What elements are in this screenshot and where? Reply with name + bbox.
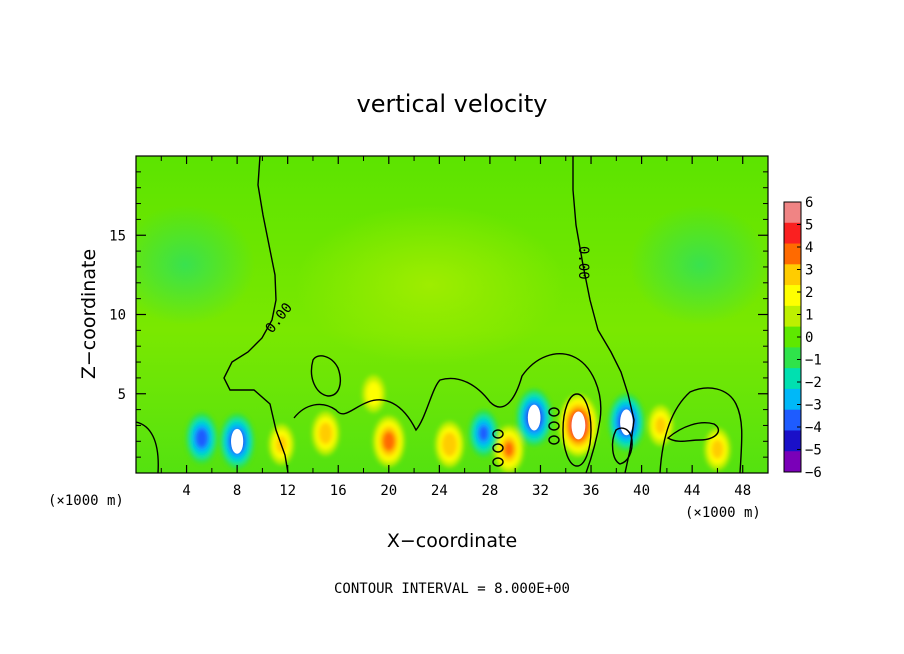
downdraft-contour-3 bbox=[492, 457, 504, 467]
downdraft-contour-west bbox=[611, 427, 633, 465]
y-tick-label: 5 bbox=[118, 387, 126, 403]
velocity-cell bbox=[441, 432, 458, 457]
y-tick-label: 15 bbox=[109, 228, 126, 244]
x-axis-ticks: 4 8 12 16 20 24 28 32 36 40 44 48 bbox=[160, 156, 751, 499]
colorbar-swatch bbox=[784, 305, 801, 328]
contour-mid-band bbox=[293, 353, 602, 473]
teal-green-region-left bbox=[136, 205, 255, 325]
velocity-cell bbox=[503, 441, 514, 458]
colorbar-tick-label: −1 bbox=[805, 353, 822, 369]
downdraft-contour-6 bbox=[548, 435, 560, 445]
x-tick-label: 8 bbox=[233, 483, 241, 499]
contour-ring-small bbox=[310, 355, 341, 397]
colorbar-swatch bbox=[784, 388, 801, 411]
downdraft-contour-1 bbox=[492, 429, 504, 439]
colorbar-tick-label: −4 bbox=[805, 420, 822, 436]
colorbar-swatch bbox=[784, 326, 801, 348]
colorbar-tick-label: −6 bbox=[805, 465, 822, 481]
x-unit-left: (×1000 m) bbox=[48, 493, 124, 509]
colorbar-swatch bbox=[784, 285, 801, 307]
velocity-cell bbox=[382, 431, 396, 452]
downdraft-contour-5 bbox=[548, 421, 560, 431]
updraft-core-contour bbox=[562, 393, 592, 467]
y-tick-label: 10 bbox=[109, 308, 126, 324]
saturated-core bbox=[231, 428, 244, 454]
colorbar-tick-label: 1 bbox=[805, 308, 813, 324]
saturated-core bbox=[527, 404, 541, 431]
velocity-cell bbox=[318, 422, 333, 445]
x-tick-label: 12 bbox=[279, 483, 296, 499]
x-tick-label: 28 bbox=[481, 483, 498, 499]
contour-east-loop bbox=[666, 422, 719, 442]
contour-lower-left bbox=[136, 421, 159, 473]
colorbar-swatch bbox=[784, 243, 801, 265]
zero-contours bbox=[136, 156, 743, 473]
colorbar-tick-label: 5 bbox=[805, 218, 813, 234]
x-tick-label: 48 bbox=[734, 483, 751, 499]
x-unit-right: (×1000 m) bbox=[685, 505, 761, 521]
colorbar-swatch bbox=[784, 264, 801, 286]
colorbar-swatch bbox=[784, 451, 801, 473]
y-axis-ticks: 5 10 15 bbox=[109, 171, 768, 458]
colorbar-tick-label: −5 bbox=[805, 443, 822, 459]
contour-interval-note: CONTOUR INTERVAL = 8.000E+00 bbox=[334, 581, 570, 597]
velocity-cell bbox=[478, 425, 489, 442]
colorbar-swatch bbox=[784, 222, 801, 245]
plot-field: 0.00 0.00 bbox=[136, 156, 768, 473]
contour-label-right: 0.00 bbox=[575, 246, 591, 280]
x-tick-label: 32 bbox=[532, 483, 549, 499]
colorbar-swatch bbox=[784, 202, 801, 224]
colorbar-tick-label: 2 bbox=[805, 285, 813, 301]
teal-green-region-right bbox=[630, 205, 768, 325]
saturated-core bbox=[620, 409, 633, 436]
downdraft-contour-2 bbox=[492, 443, 504, 453]
colorbar-swatch bbox=[784, 347, 801, 369]
colorbar-tick-label: 3 bbox=[805, 263, 813, 279]
contour-east bbox=[659, 387, 743, 473]
y-axis-label: Z−coordinate bbox=[78, 249, 100, 379]
x-tick-label: 20 bbox=[380, 483, 397, 499]
chart-title: vertical velocity bbox=[357, 90, 548, 118]
x-tick-label: 16 bbox=[330, 483, 347, 499]
colorbar: 6 5 4 3 2 1 0 −1 −2 −3 −4 −5 −6 bbox=[783, 195, 822, 481]
colorbar-swatch bbox=[784, 409, 801, 431]
zero-contour-left bbox=[223, 156, 289, 473]
velocity-cell bbox=[711, 439, 724, 459]
velocity-cell bbox=[655, 416, 666, 435]
x-axis-label: X−coordinate bbox=[387, 530, 517, 552]
colorbar-tick-label: 4 bbox=[805, 240, 813, 256]
colorbar-tick-label: −3 bbox=[805, 398, 822, 414]
x-tick-label: 36 bbox=[583, 483, 600, 499]
velocity-cell bbox=[195, 428, 209, 449]
colorbar-tick-label: 6 bbox=[805, 195, 813, 211]
colorbar-tick-label: 0 bbox=[805, 330, 813, 346]
colorbar-swatch bbox=[784, 430, 801, 452]
downdraft-contour-4 bbox=[548, 407, 560, 417]
light-green-region bbox=[295, 205, 565, 365]
x-tick-label: 4 bbox=[182, 483, 190, 499]
zero-contour-right bbox=[572, 156, 635, 473]
x-tick-label: 40 bbox=[633, 483, 650, 499]
colorbar-tick-label: −2 bbox=[805, 375, 822, 391]
saturated-core bbox=[571, 411, 586, 440]
x-tick-label: 24 bbox=[431, 483, 448, 499]
x-tick-label: 44 bbox=[684, 483, 701, 499]
colorbar-swatch bbox=[784, 368, 801, 390]
